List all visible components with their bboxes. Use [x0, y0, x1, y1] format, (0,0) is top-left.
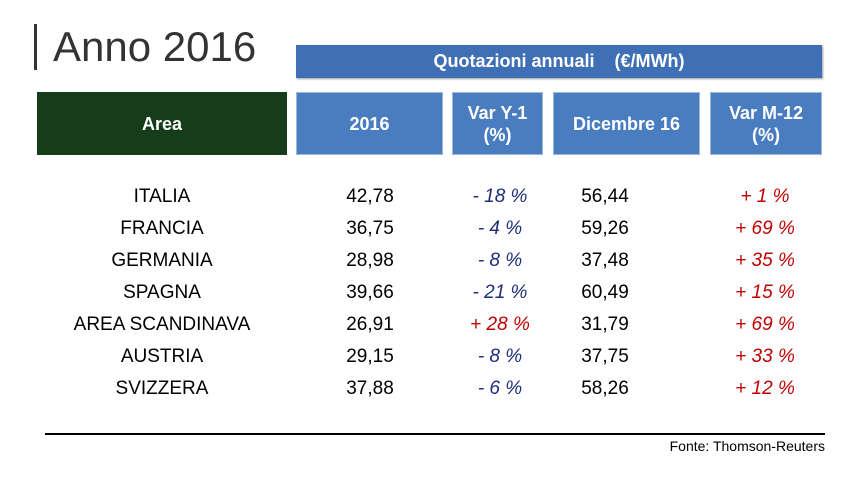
cell: ITALIA [133, 186, 191, 207]
header-cell: Var Y-1 (%) [452, 92, 543, 155]
banner: Quotazioni annuali (€/MWh) [296, 45, 822, 78]
cell: - 6 % [477, 378, 523, 399]
source: Fonte: Thomson-Reuters [669, 438, 825, 454]
rule [45, 433, 825, 435]
cell: - 8 % [477, 250, 523, 271]
cell: + 1 % [740, 186, 790, 207]
cell: SPAGNA [123, 282, 201, 303]
cell: + 35 % [735, 250, 795, 271]
cell: + 69 % [735, 218, 795, 239]
cell: - 21 % [472, 282, 528, 303]
cell: - 18 % [472, 186, 528, 207]
cell: 26,91 [346, 314, 394, 335]
cell: 36,75 [346, 218, 394, 239]
header-line: Var Y-1 [467, 102, 528, 123]
cell: 28,98 [346, 250, 394, 271]
header-line: Area [141, 113, 183, 134]
header-line: Dicembre 16 [572, 113, 681, 134]
cell: + 28 % [470, 314, 530, 335]
cell: + 69 % [735, 314, 795, 335]
cell: AREA SCANDINAVA [73, 314, 251, 335]
cell: 58,26 [581, 378, 629, 399]
cell: - 8 % [477, 346, 523, 367]
cell: - 4 % [477, 218, 523, 239]
cell: + 33 % [735, 346, 795, 367]
cell: SVIZZERA [115, 378, 209, 399]
cell: 37,88 [346, 378, 394, 399]
header-cell: Dicembre 16 [553, 92, 700, 155]
header-cell: Var M-12 (%) [710, 92, 822, 155]
cell: AUSTRIA [120, 346, 204, 367]
cell: 37,75 [581, 346, 629, 367]
cell: 59,26 [581, 218, 629, 239]
cell: 56,44 [581, 186, 629, 207]
cell: GERMANIA [111, 250, 213, 271]
header-line: (%) [483, 124, 512, 145]
cell: 60,49 [581, 282, 629, 303]
header-cell: 2016 [296, 92, 443, 155]
cell: + 12 % [735, 378, 795, 399]
header-line: 2016 [349, 113, 390, 134]
cell: 31,79 [581, 314, 629, 335]
header-line: (%) [752, 124, 780, 145]
cell: FRANCIA [120, 218, 204, 239]
cell: + 15 % [735, 282, 795, 303]
cell: 42,78 [346, 186, 394, 207]
cell: 37,48 [581, 250, 629, 271]
cell: 29,15 [346, 346, 394, 367]
header-line: Var M-12 [728, 102, 804, 123]
title: Anno 2016 [34, 24, 256, 70]
cell: 39,66 [346, 282, 394, 303]
header-cell: Area [37, 92, 287, 155]
